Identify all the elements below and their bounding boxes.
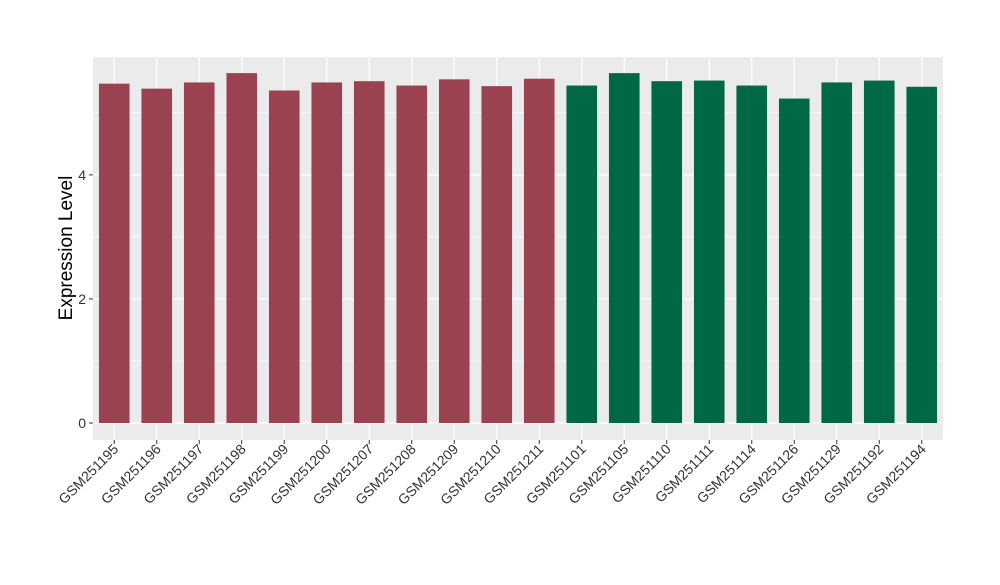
bar-GSM251111: [693, 80, 725, 424]
bar-GSM251210: [481, 86, 513, 423]
bar-GSM251209: [438, 79, 470, 423]
x-axis: GSM251195GSM251196GSM251197GSM251198GSM2…: [55, 440, 929, 508]
bars: [98, 73, 938, 424]
bar-GSM251207: [353, 81, 385, 423]
y-tick-label: 0: [78, 415, 86, 431]
y-tick-label: 4: [78, 167, 86, 183]
bar-GSM251110: [651, 81, 683, 423]
y-axis: 0 2 4: [78, 167, 93, 431]
bar-GSM251101: [566, 85, 598, 424]
bar-GSM251197: [183, 82, 215, 423]
bar-GSM251199: [268, 90, 300, 424]
bar-GSM251194: [906, 86, 938, 423]
bar-GSM251196: [141, 88, 173, 423]
plot-panel: [93, 57, 943, 440]
bar-GSM251195: [98, 83, 130, 424]
bar-GSM251114: [736, 85, 768, 424]
bar-GSM251129: [821, 82, 853, 423]
bar-GSM251200: [311, 82, 343, 423]
bar-GSM251198: [226, 73, 258, 423]
bar-GSM251208: [396, 85, 428, 424]
bar-GSM251211: [523, 78, 555, 424]
bar-GSM251105: [608, 73, 640, 423]
bar-GSM251192: [863, 80, 895, 424]
bar-GSM251126: [778, 98, 810, 423]
y-axis-title: Expression Level: [56, 176, 77, 321]
y-tick-label: 2: [78, 291, 86, 307]
